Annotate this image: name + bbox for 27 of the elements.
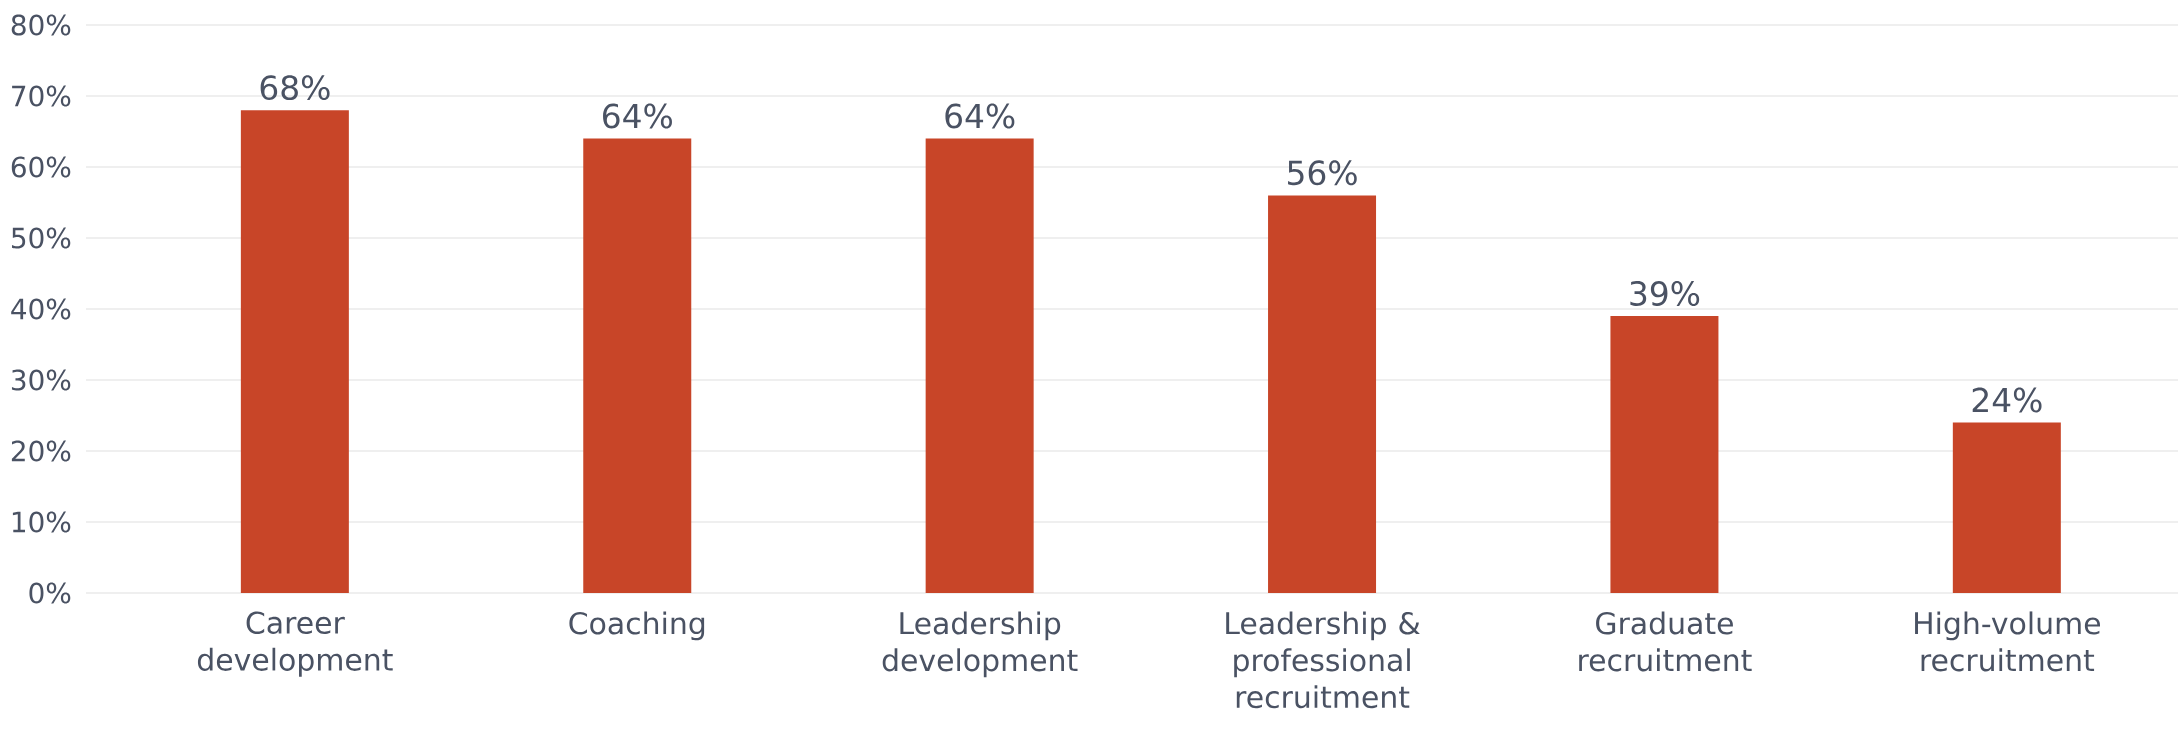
y-tick-label: 0% [29,582,71,604]
y-tick-label: 40% [11,298,71,320]
y-tick-label: 10% [12,511,71,533]
data-label: 56% [1288,160,1357,186]
bar [925,138,1034,593]
x-tick-label: Graduate recruitment [1579,611,1752,672]
x-tick-label: High-volume recruitment [1915,611,2101,672]
y-tick-label: 30% [11,369,71,391]
bar [1952,422,2061,593]
y-tick-label: 80% [11,14,71,36]
data-label: 39% [1630,281,1700,306]
bar [583,138,692,593]
bar [240,110,349,593]
y-tick-label: 20% [11,440,71,462]
data-label: 68% [260,75,330,101]
y-tick-label: 50% [11,227,71,249]
data-label: 64% [945,103,1015,129]
y-tick-label: 60% [11,156,71,178]
bar [1268,195,1377,593]
x-tick-label: Leadership development [882,611,1078,678]
x-tick-label: Coaching [569,611,705,641]
bar [1610,316,1719,593]
x-tick-label: Leadership & professional recruitment [1226,611,1420,709]
data-label: 24% [1972,387,2042,413]
y-tick-label: 70% [12,85,71,107]
data-label: 64% [603,103,672,129]
x-tick-label: Career development [197,611,393,677]
